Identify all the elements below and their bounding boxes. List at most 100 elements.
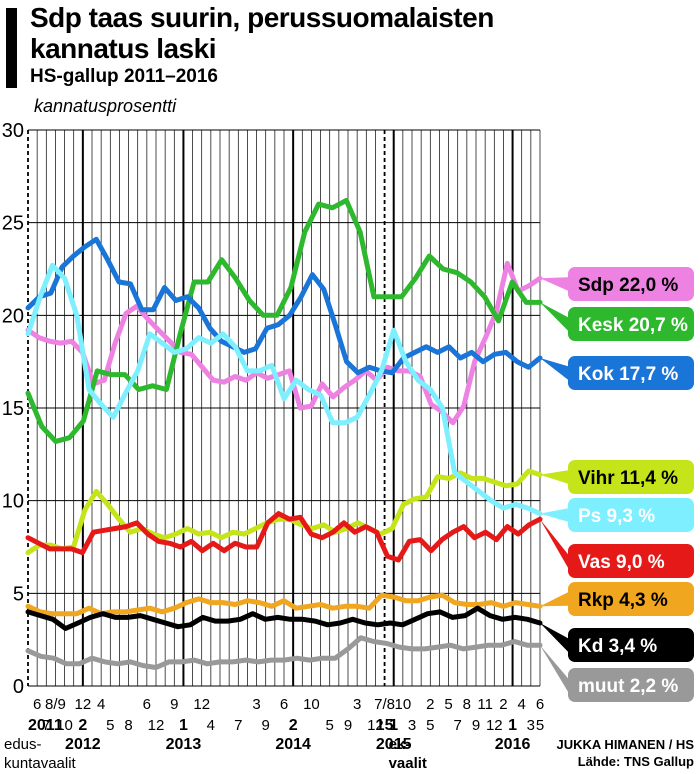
x-tick-label: 7 (42, 717, 50, 734)
series-line-kd (25, 605, 543, 631)
y-axis-label: kannatusprosentti (34, 96, 177, 116)
x-tick-label: 5 (106, 717, 114, 734)
label-text: Kok 17,7 % (578, 364, 678, 385)
x-tick-label: 3 (408, 717, 416, 734)
x-tick-label: 9 (170, 696, 178, 713)
label-box (568, 498, 694, 532)
x-tick-label: 10 (56, 717, 73, 734)
label-pointer (540, 277, 568, 291)
election-name-label: ek- (389, 736, 411, 753)
series-line-kok (25, 236, 543, 376)
label-pointer (540, 508, 568, 522)
label-text: muut 2,2 % (578, 676, 678, 697)
label-box (568, 582, 694, 616)
series-lines (25, 197, 543, 670)
x-tick-label: 4 (518, 696, 526, 713)
x-tick-label: 5 (326, 717, 334, 734)
x-tick-label: 6 (143, 696, 151, 713)
title-bar (6, 8, 17, 88)
x-tick-label: 12 (367, 717, 384, 734)
label-pointer (540, 622, 568, 652)
x-tick-label: 2016 (495, 736, 531, 753)
x-tick-label: 1 (179, 717, 188, 734)
x-tick-label: 3 (252, 696, 260, 713)
y-tick-label: 15 (2, 398, 24, 420)
series-label-vihr: Vihr 11,4 % (540, 460, 694, 494)
x-tick-label: 2 (499, 696, 507, 713)
label-text: Vas 9,0 % (578, 552, 665, 573)
x-tick-label: 5 (426, 717, 434, 734)
chart-subtitle: HS-gallup 2011–2016 (30, 66, 218, 87)
x-tick-label: 9 (472, 717, 480, 734)
x-tick-label: 2 (78, 717, 87, 734)
x-tick-label: 9 (262, 717, 270, 734)
chart-title: Sdp taas suurin, perussuomalaisten kanna… (30, 2, 494, 64)
x-tick-label: 10 (303, 696, 320, 713)
x-tick-label: 7/8 (374, 696, 395, 713)
label-box (568, 628, 694, 662)
label-text: Ps 9,3 % (578, 506, 655, 527)
label-pointer (540, 645, 568, 692)
series-label-ps: Ps 9,3 % (540, 498, 694, 532)
x-tick-label: 2015 (376, 736, 412, 753)
label-box (568, 307, 694, 341)
x-tick-label: 1 (389, 717, 398, 734)
y-tick-label: 10 (2, 491, 24, 513)
label-text: Rkp 4,3 % (578, 590, 668, 611)
series-label-sdp: Sdp 22,0 % (540, 267, 694, 301)
label-box (568, 460, 694, 494)
x-tick-label: 12 (486, 717, 503, 734)
series-line-ps (25, 262, 543, 517)
label-text: Kd 3,4 % (578, 636, 657, 657)
series-labels: Sdp 22,0 % Kesk 20,7 % Kok 17,7 % Vihr 11,4… (540, 267, 694, 702)
label-box (568, 356, 694, 390)
label-pointer (540, 357, 568, 380)
series-label-kesk: Kesk 20,7 % (540, 302, 694, 341)
x-tick-label: 8/9 (45, 696, 66, 713)
x-tick-label: 12 (148, 717, 165, 734)
series-line-muut (25, 635, 543, 670)
x-tick-label: 10 (395, 696, 412, 713)
series-line-vas (25, 511, 543, 563)
x-tick-label: 2 (289, 717, 298, 734)
label-pointer (540, 470, 568, 484)
series-label-kok: Kok 17,7 % (540, 356, 694, 390)
x-tick-label: 5 (536, 717, 544, 734)
y-tick-label: 30 (2, 120, 24, 142)
x-tick-label: 8 (463, 696, 471, 713)
x-tick-label: 2013 (166, 736, 202, 753)
y-tick-label: 5 (13, 583, 24, 605)
x-tick-label: 3 (353, 696, 361, 713)
source-credit: Lähde: TNS Gallup (577, 754, 694, 769)
series-line-rkp (25, 592, 543, 617)
label-box (568, 668, 694, 702)
x-tick-label: 12 (75, 696, 92, 713)
label-box (568, 267, 694, 301)
x-tick-label: 4 (97, 696, 105, 713)
y-tick-label: 20 (2, 305, 24, 327)
series-label-vas: Vas 9,0 % (540, 519, 694, 578)
series-label-kd: Kd 3,4 % (540, 622, 694, 662)
x-tick-label: 3 (527, 717, 535, 734)
election-name-label: edus- (4, 736, 42, 753)
label-pointer (540, 519, 568, 568)
x-tick-label: 4 (207, 717, 215, 734)
series-label-muut: muut 2,2 % (540, 645, 694, 702)
x-tick-label: 5 (444, 696, 452, 713)
y-tick-label: 0 (13, 676, 24, 698)
label-text: Kesk 20,7 % (578, 315, 688, 336)
author-credit: JUKKA HIMANEN / HS (556, 737, 694, 752)
series-line-sdp (25, 260, 543, 426)
x-tick-label: 2014 (275, 736, 311, 753)
label-pointer (540, 592, 568, 607)
x-tick-label: 6 (280, 696, 288, 713)
x-tick-label: 1 (508, 717, 517, 734)
x-tick-label: 12 (193, 696, 210, 713)
label-box (568, 544, 694, 578)
label-pointer (540, 302, 568, 331)
label-text: Sdp 22,0 % (578, 275, 678, 296)
x-tick-label: 7 (234, 717, 242, 734)
x-tick-label: 6 (536, 696, 544, 713)
